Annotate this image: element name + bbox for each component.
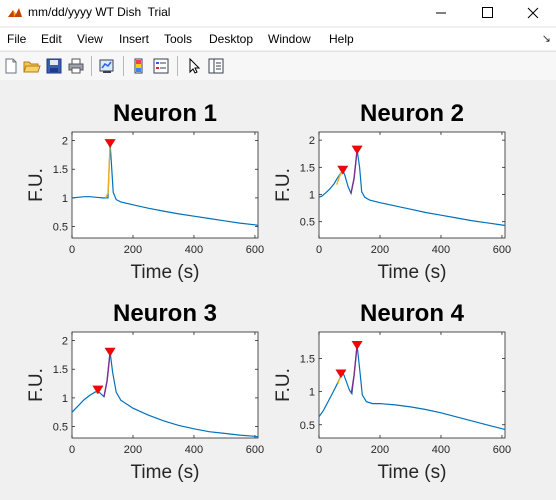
rise-segment xyxy=(104,143,111,199)
save-icon[interactable] xyxy=(45,57,63,75)
y-tick-label: 0.5 xyxy=(53,422,68,434)
axes-box xyxy=(71,331,259,439)
x-tick-label: 600 xyxy=(493,244,511,256)
y-axis-label: F.U. xyxy=(26,368,47,402)
close-icon[interactable] xyxy=(510,0,556,26)
y-tick-label: 1.5 xyxy=(300,354,315,366)
plot-title: Neuron 4 xyxy=(360,300,465,327)
x-tick-label: 600 xyxy=(493,444,511,456)
matlab-figure-icon xyxy=(8,8,22,17)
x-tick-label: 400 xyxy=(432,444,450,456)
maximize-icon[interactable] xyxy=(464,0,510,26)
x-tick-label: 0 xyxy=(316,244,322,256)
x-tick-label: 0 xyxy=(69,444,75,456)
insert-legend-icon[interactable] xyxy=(152,57,170,75)
x-tick-label: 200 xyxy=(371,444,389,456)
undock-arrow-icon[interactable]: ↘ xyxy=(541,33,551,45)
toolbar-separator xyxy=(91,56,92,76)
axes-box xyxy=(318,331,506,439)
axes-box xyxy=(71,131,259,239)
y-tick-label: 2 xyxy=(62,136,68,148)
y-tick-label: 2 xyxy=(309,135,315,147)
menu-tools[interactable]: Tools xyxy=(164,32,193,46)
x-axis-label: Time (s) xyxy=(131,262,200,283)
title-bar: mm/dd/yyyy WT Dish Trial xyxy=(0,0,556,26)
plot-title: Neuron 2 xyxy=(360,100,464,127)
peak-marker xyxy=(335,369,347,379)
menu-edit[interactable]: Edit xyxy=(41,32,62,46)
rise-segment xyxy=(350,149,358,194)
x-tick-label: 600 xyxy=(246,444,264,456)
rise-segment xyxy=(350,345,358,394)
minimize-icon[interactable] xyxy=(418,0,464,26)
fluorescence-trace xyxy=(318,149,506,227)
figure-canvas: 0 200 400 600 0.5 1 1.5 2 Neuron 1 Time (s) F.U. 0 2… xyxy=(0,80,556,500)
menu-desktop[interactable]: Desktop xyxy=(209,32,254,46)
x-tick-label: 0 xyxy=(69,244,75,256)
y-tick-label: 2 xyxy=(62,336,68,348)
x-axis-label: Time (s) xyxy=(378,462,447,483)
link-plot-icon[interactable] xyxy=(98,57,116,75)
x-tick-label: 400 xyxy=(185,444,203,456)
y-tick-label: 1.5 xyxy=(53,164,68,176)
y-tick-label: 1.5 xyxy=(300,162,315,174)
x-tick-label: 600 xyxy=(246,244,264,256)
plot-title: Neuron 3 xyxy=(113,300,217,327)
plot-title: Neuron 1 xyxy=(113,100,217,127)
x-tick-label: 200 xyxy=(124,244,142,256)
x-tick-label: 200 xyxy=(124,444,142,456)
figure-toolbar xyxy=(0,51,556,81)
property-inspector-icon[interactable] xyxy=(207,57,225,75)
y-tick-label: 1 xyxy=(62,393,68,405)
x-tick-label: 400 xyxy=(432,244,450,256)
y-tick-label: 0.5 xyxy=(300,217,315,229)
x-tick-label: 400 xyxy=(185,244,203,256)
peak-marker xyxy=(351,145,363,155)
toolbar-separator xyxy=(123,56,124,76)
fluorescence-trace xyxy=(71,352,259,438)
peak-marker xyxy=(337,165,349,175)
fluorescence-trace xyxy=(71,143,259,226)
y-axis-label: F.U. xyxy=(26,168,47,202)
peak-marker xyxy=(104,347,116,357)
y-tick-label: 1.5 xyxy=(53,364,68,376)
x-axis-label: Time (s) xyxy=(378,262,447,283)
y-axis-label: F.U. xyxy=(273,168,294,202)
open-file-icon[interactable] xyxy=(23,57,41,75)
menu-view[interactable]: View xyxy=(77,32,103,46)
menu-insert[interactable]: Insert xyxy=(119,32,150,46)
menu-file[interactable]: File xyxy=(7,32,27,46)
y-tick-label: 1 xyxy=(62,193,68,205)
menu-bar: File Edit View Insert Tools Desktop Wind… xyxy=(0,28,556,50)
new-figure-icon[interactable] xyxy=(2,57,20,75)
y-tick-label: 0.5 xyxy=(300,420,315,432)
x-tick-label: 200 xyxy=(371,244,389,256)
y-tick-label: 0.5 xyxy=(53,222,68,234)
x-tick-label: 0 xyxy=(316,444,322,456)
axes-box xyxy=(318,131,506,239)
peak-marker xyxy=(351,340,363,350)
toolbar-separator xyxy=(177,56,178,76)
peak-marker xyxy=(92,385,104,395)
rise-segment xyxy=(103,352,111,397)
y-tick-label: 1 xyxy=(309,387,315,399)
menu-help[interactable]: Help xyxy=(329,32,354,46)
window-title: mm/dd/yyyy WT Dish Trial xyxy=(28,5,171,19)
print-icon[interactable] xyxy=(67,57,85,75)
edit-plot-arrow-icon[interactable] xyxy=(185,57,203,75)
x-axis-label: Time (s) xyxy=(131,462,200,483)
menu-window[interactable]: Window xyxy=(268,32,311,46)
peak-marker xyxy=(104,139,116,149)
y-tick-label: 1 xyxy=(309,190,315,202)
insert-colorbar-icon[interactable] xyxy=(130,57,148,75)
y-axis-label: F.U. xyxy=(273,368,294,402)
